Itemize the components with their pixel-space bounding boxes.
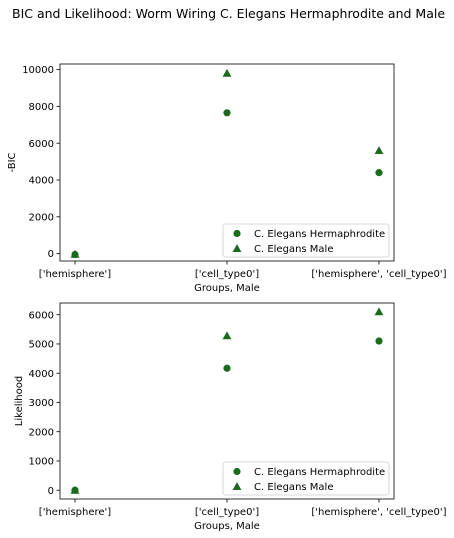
bic-legend-marker-circle [233,229,241,238]
bic-point-triangle [222,68,232,77]
bic-ytick-label: 2000 [29,212,54,223]
likelihood-x-axis-label: Groups, Male [194,521,260,532]
likelihood-ytick-label: 5000 [29,340,54,351]
likelihood-legend-marker-triangle [232,482,242,491]
likelihood-point-triangle [374,307,384,316]
bic-point-triangle [374,146,384,155]
likelihood-legend-label: C. Elegans Male [254,482,333,493]
bic-y-axis-label: -BIC [7,152,18,172]
likelihood-ytick-label: 6000 [29,310,54,321]
likelihood-point-circle [223,364,231,372]
likelihood-legend-marker-circle [233,467,241,476]
likelihood-xtick-label: ['cell_type0'] [195,507,259,518]
likelihood-ytick-label: 4000 [29,369,54,380]
bic-legend-box [222,223,390,258]
likelihood-point-triangle [222,331,232,340]
likelihood-ytick-label: 0 [48,486,54,497]
bic-legend: C. Elegans Hermaphrodite C. Elegans Male [222,223,390,258]
likelihood-legend: C. Elegans Hermaphrodite C. Elegans Male [222,461,390,496]
bic-legend-label: C. Elegans Male [254,244,333,255]
bic-x-axis-label: Groups, Male [194,283,260,294]
bic-ytick-label: 8000 [29,102,54,113]
likelihood-ytick-label: 1000 [29,457,54,468]
bic-ytick-label: 6000 [29,139,54,150]
bic-xtick-label: ['hemisphere'] [39,269,112,280]
figure-title: BIC and Likelihood: Worm Wiring C. Elega… [12,6,445,21]
likelihood-legend-label: C. Elegans Hermaphrodite [254,467,385,478]
likelihood-xtick-label: ['hemisphere', 'cell_type0'] [311,507,446,518]
likelihood-chart: 0 1000 2000 3000 4000 5000 6000 ['hemisphere'] [… [14,302,447,532]
likelihood-legend-box [222,461,390,496]
likelihood-ytick-label: 2000 [29,427,54,438]
likelihood-point-triangle [70,485,80,494]
bic-chart: 0 2000 4000 6000 8000 10000 ['hemisphere'] ['ce… [7,63,447,294]
bic-point-circle [375,169,383,177]
bic-xtick-label: ['hemisphere', 'cell_type0'] [311,269,446,280]
likelihood-xtick-label: ['hemisphere'] [39,507,112,518]
bic-xtick-label: ['cell_type0'] [195,269,259,280]
bic-legend-marker-triangle [232,244,242,253]
likelihood-point-circle [375,337,383,345]
bic-ytick-label: 0 [48,249,54,260]
bic-ytick-label: 4000 [29,176,54,187]
bic-legend-label: C. Elegans Hermaphrodite [254,229,385,240]
likelihood-ytick-label: 3000 [29,398,54,409]
likelihood-y-axis-label: Likelihood [14,376,25,426]
bic-point-circle [223,109,231,117]
bic-ytick-label: 10000 [22,65,54,76]
bic-point-triangle [70,249,80,258]
